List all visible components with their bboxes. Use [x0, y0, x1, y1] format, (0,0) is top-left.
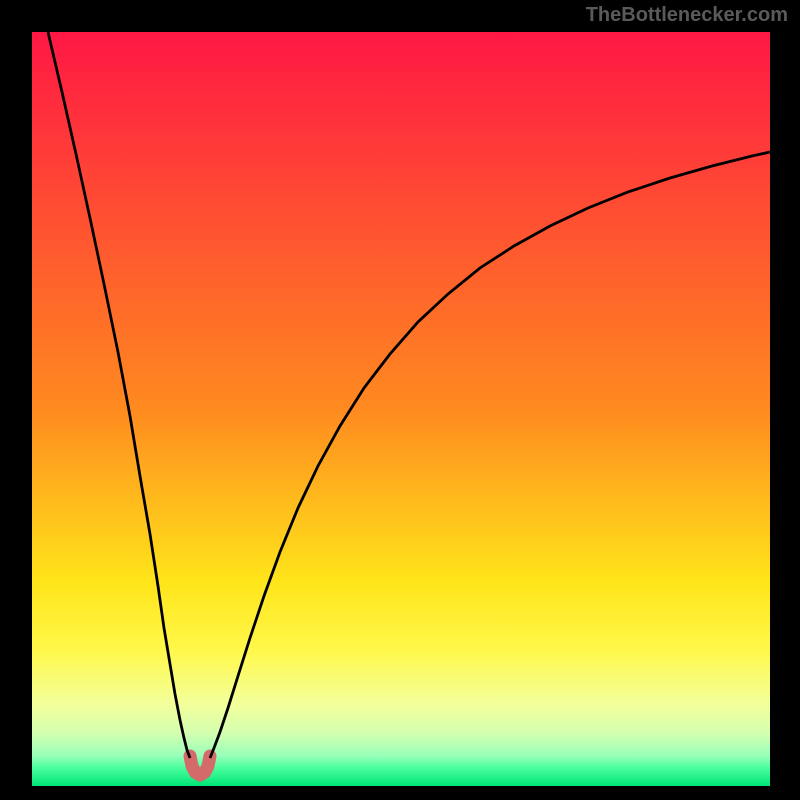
left-curve [48, 32, 190, 758]
chart-container: TheBottlenecker.com [0, 0, 800, 800]
curve-layer [32, 32, 770, 786]
valley-marker [190, 756, 210, 775]
plot-area [32, 32, 770, 786]
right-curve [210, 152, 770, 758]
watermark-text: TheBottlenecker.com [586, 4, 788, 27]
